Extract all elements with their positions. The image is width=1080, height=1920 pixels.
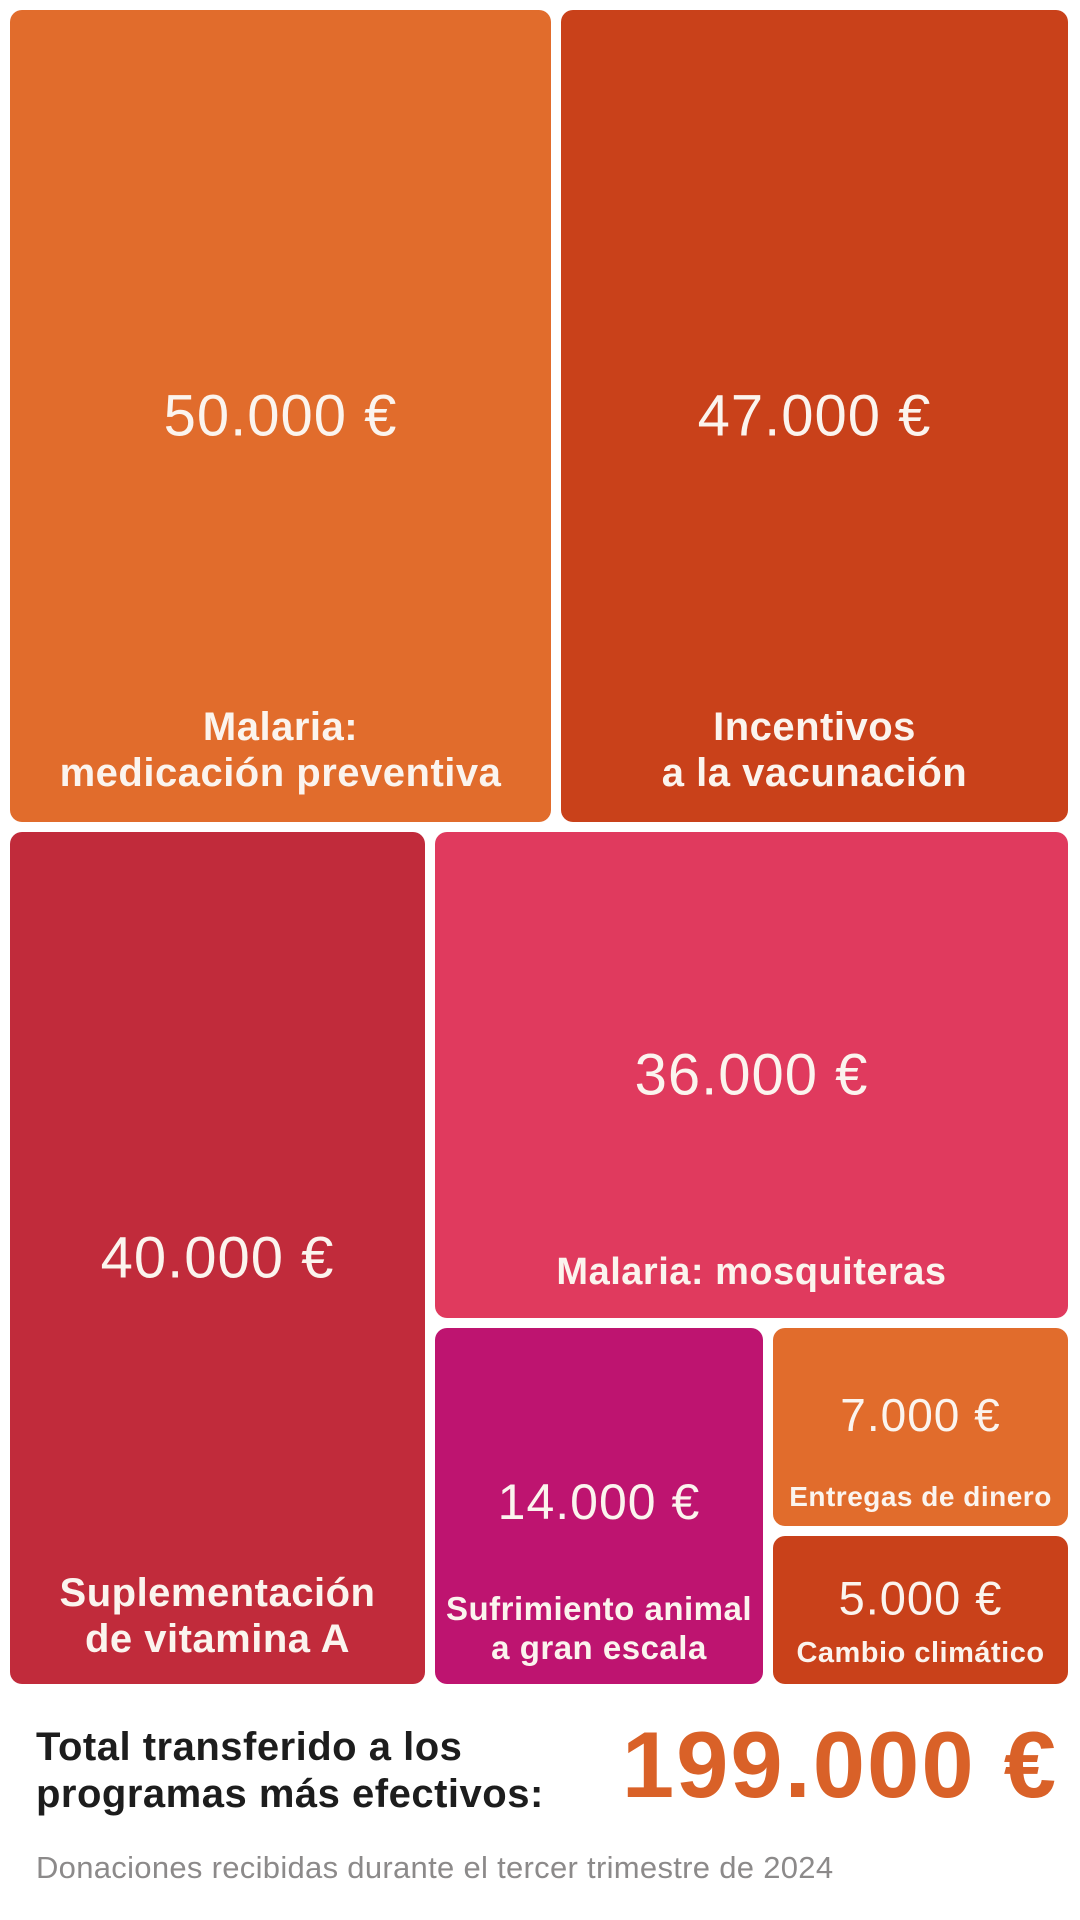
tile-value: 50.000 € xyxy=(163,383,398,449)
treemap-tile-suplementacion-vitamina-a: 40.000 € Suplementación de vitamina A xyxy=(10,832,425,1684)
total-value: 199.000 € xyxy=(621,1712,1058,1817)
tile-label-line: Incentivos xyxy=(713,705,916,749)
tile-value: 5.000 € xyxy=(838,1571,1003,1625)
total-label-line: programas más efectivos: xyxy=(36,1771,544,1816)
tile-label: Suplementación de vitamina A xyxy=(20,1570,415,1662)
treemap-tile-entregas-de-dinero: 7.000 € Entregas de dinero xyxy=(773,1328,1068,1526)
tile-label-line: medicación preventiva xyxy=(59,751,502,795)
treemap-tile-sufrimiento-animal: 14.000 € Sufrimiento animal a gran escal… xyxy=(435,1328,763,1684)
treemap-tile-malaria-mosquiteras: 36.000 € Malaria: mosquiteras xyxy=(435,832,1068,1318)
tile-label-line: Malaria: mosquiteras xyxy=(556,1251,947,1293)
tile-label-line: Entregas de dinero xyxy=(789,1481,1052,1512)
total-section: Total transferido a los programas más ef… xyxy=(36,1718,1058,1818)
tile-value: 14.000 € xyxy=(497,1474,701,1531)
tile-value: 47.000 € xyxy=(697,383,932,449)
tile-label-line: Cambio climático xyxy=(796,1637,1045,1669)
tile-label: Sufrimiento animal a gran escala xyxy=(445,1590,753,1668)
tile-label-line: a gran escala xyxy=(491,1629,707,1667)
tile-label: Incentivos a la vacunación xyxy=(571,704,1058,796)
tile-label-line: Malaria: xyxy=(202,705,359,749)
tile-value: 40.000 € xyxy=(100,1225,335,1291)
tile-value: 7.000 € xyxy=(840,1389,1001,1442)
tile-value: 36.000 € xyxy=(634,1042,869,1108)
footnote: Donaciones recibidas durante el tercer t… xyxy=(36,1850,834,1885)
tile-label: Malaria: medicación preventiva xyxy=(20,704,541,796)
total-label: Total transferido a los programas más ef… xyxy=(36,1724,544,1818)
tile-label: Entregas de dinero xyxy=(783,1481,1058,1513)
tile-label: Cambio climático xyxy=(783,1637,1058,1670)
treemap-tile-malaria-preventiva: 50.000 € Malaria: medicación preventiva xyxy=(10,10,551,822)
tile-label-line: Suplementación xyxy=(59,1571,376,1615)
tile-label-line: de vitamina A xyxy=(84,1617,351,1661)
tile-label-line: a la vacunación xyxy=(661,751,968,795)
treemap-tile-incentivos-vacunacion: 47.000 € Incentivos a la vacunación xyxy=(561,10,1068,822)
tile-label: Malaria: mosquiteras xyxy=(445,1251,1058,1294)
total-label-line: Total transferido a los xyxy=(36,1724,463,1769)
tile-label-line: Sufrimiento animal xyxy=(445,1590,753,1628)
treemap-tile-cambio-climatico: 5.000 € Cambio climático xyxy=(773,1536,1068,1684)
